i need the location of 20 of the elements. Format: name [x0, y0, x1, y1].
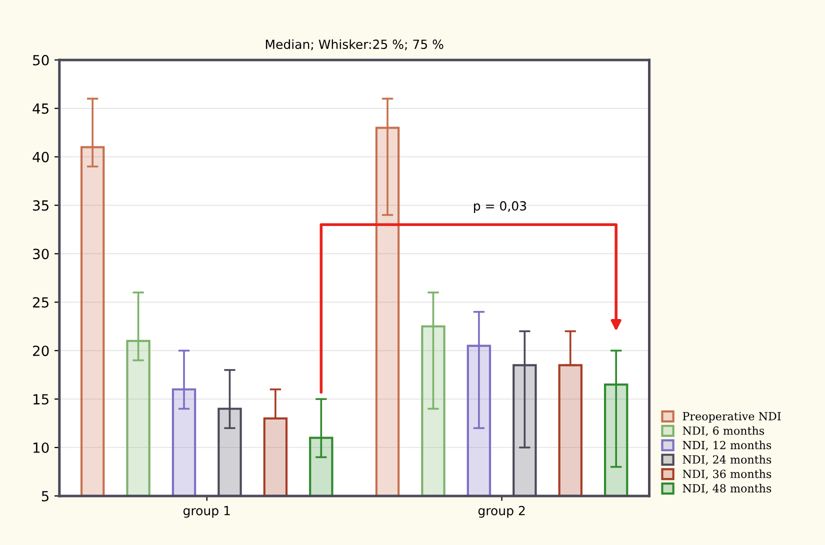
- y-tick-label: 15: [34, 394, 48, 405]
- x-tick-label: group 1: [183, 506, 230, 518]
- y-tick-label: 45: [32, 104, 48, 114]
- y-tick-label: 40: [32, 152, 49, 162]
- chart-title: Median; Whisker:25 %; 75 %: [266, 39, 444, 50]
- legend-label: Preoperative NDI: [682, 412, 781, 423]
- x-tick-label: group 2: [478, 506, 525, 518]
- legend-label: NDI, 48 months: [682, 484, 772, 494]
- y-tick-label: 20: [33, 346, 49, 356]
- y-tick-label: 35: [33, 200, 48, 211]
- y-tick-label: 30: [33, 248, 49, 260]
- annotation: p = 0,03: [474, 201, 526, 214]
- y-tick-label: 50: [33, 54, 49, 66]
- y-tick-label: 25: [33, 297, 48, 308]
- y-tick-label: 5: [42, 491, 48, 502]
- y-tick-label: 10: [34, 442, 49, 453]
- legend-label: NDI, 24 months: [682, 455, 772, 466]
- legend-label: NDI, 12 months: [682, 440, 772, 451]
- legend-label: NDI, 6 months: [682, 426, 764, 436]
- legend-label: NDI, 36 months: [682, 469, 772, 480]
